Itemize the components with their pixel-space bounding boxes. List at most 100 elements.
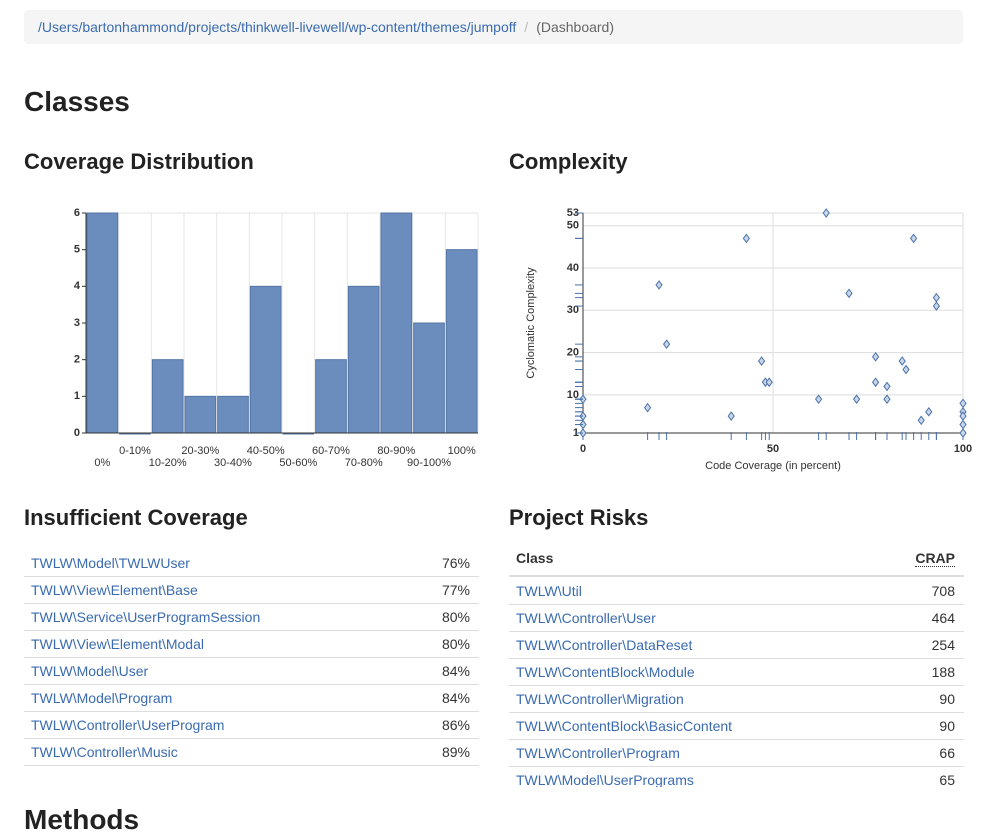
table-row: TWLW\Controller\UserProgram 86% <box>24 711 479 739</box>
point <box>883 394 891 404</box>
point <box>959 398 967 409</box>
breadcrumb-current: (Dashboard) <box>536 19 615 35</box>
class-link[interactable]: TWLW\Controller\Migration <box>516 691 684 707</box>
x-tick-label: 10-20% <box>149 457 187 469</box>
crap-value: 66 <box>939 745 955 761</box>
point <box>871 352 880 362</box>
x-tick-label: 70-80% <box>345 457 383 469</box>
bar <box>413 322 445 434</box>
table-row: TWLW\ContentBlock\Module 188 <box>509 658 964 686</box>
table-row: TWLW\Util 708 <box>509 577 964 605</box>
y-tick-label: 20 <box>567 347 579 359</box>
x-tick-label: 50 <box>767 443 779 455</box>
column-header: CRAP <box>915 550 955 567</box>
breadcrumb-separator: / <box>524 19 529 35</box>
point <box>917 415 925 426</box>
x-tick-label: 0-10% <box>119 445 151 457</box>
bar <box>86 212 119 434</box>
breadcrumb-link[interactable]: /Users/bartonhammond/projects/thinkwell-… <box>38 19 517 35</box>
class-link[interactable]: TWLW\Controller\UserProgram <box>31 717 225 733</box>
coverage-value: 89% <box>441 744 470 760</box>
table-row: TWLW\Controller\Program 66 <box>509 739 964 767</box>
class-link[interactable]: TWLW\ContentBlock\Module <box>516 664 695 680</box>
bar <box>315 359 347 434</box>
y-tick-label: 4 <box>74 280 81 292</box>
class-link[interactable]: TWLW\View\Element\Base <box>31 582 198 598</box>
class-link[interactable]: TWLW\Controller\Program <box>516 745 680 761</box>
point <box>898 356 906 366</box>
x-tick-label: 50-60% <box>279 457 317 469</box>
point <box>742 233 751 244</box>
bar <box>249 285 282 434</box>
table-header: Class CRAP <box>509 544 964 577</box>
point <box>909 233 918 244</box>
point <box>662 339 671 349</box>
point <box>902 364 910 375</box>
class-link[interactable]: TWLW\Service\UserProgramSession <box>31 609 261 625</box>
class-link[interactable]: TWLW\ContentBlock\BasicContent <box>516 718 733 734</box>
table-row: TWLW\Controller\DataReset 254 <box>509 631 964 659</box>
y-tick-label: 40 <box>567 262 579 274</box>
table-row: TWLW\Model\Program 84% <box>24 684 479 712</box>
y-tick-label: 3 <box>74 317 80 329</box>
class-link[interactable]: TWLW\Model\Program <box>31 690 173 706</box>
y-tick-label: 6 <box>74 207 80 219</box>
crap-value: 464 <box>931 610 955 626</box>
point <box>814 394 823 404</box>
class-link[interactable]: TWLW\Controller\User <box>516 610 656 626</box>
x-tick-label: 0 <box>580 443 586 455</box>
bar <box>380 212 413 434</box>
bar <box>217 395 249 434</box>
x-axis-label: Code Coverage (in percent) <box>705 460 841 472</box>
point <box>822 208 830 218</box>
point <box>871 377 880 388</box>
point <box>655 280 663 290</box>
y-tick-label: 10 <box>567 389 579 401</box>
point <box>765 377 773 388</box>
coverage-table: TWLW\Model\TWLWUser 76% TWLW\View\Element\… <box>24 540 479 766</box>
point <box>932 301 941 311</box>
class-link[interactable]: TWLW\Controller\Music <box>31 744 178 760</box>
point <box>727 411 735 421</box>
class-link[interactable]: TWLW\Model\TWLWUser <box>31 555 190 571</box>
table-row: TWLW\Model\UserPrograms 65 <box>509 766 964 787</box>
y-tick-label: 50 <box>567 220 579 232</box>
crap-value: 254 <box>931 637 955 653</box>
y-tick-label: 30 <box>567 304 579 316</box>
risks-table: Class CRAP TWLW\Util 708 TWLW\Controller\Use… <box>509 544 964 787</box>
point <box>959 419 967 430</box>
x-tick-label: 100 <box>954 443 972 455</box>
x-tick-label: 80-90% <box>377 445 415 457</box>
crap-value: 65 <box>939 772 955 787</box>
table-row: TWLW\Controller\Music 89% <box>24 738 479 766</box>
column-header: Class <box>516 550 554 566</box>
table-row: TWLW\Model\TWLWUser 76% <box>24 549 479 577</box>
crap-value: 188 <box>931 664 955 680</box>
x-tick-label: 90-100% <box>407 457 451 469</box>
histogram: 0 1 2 3 4 5 6 0% 0-10%10-20%20-30%30-40%40-50%50… <box>74 207 479 469</box>
class-link[interactable]: TWLW\Controller\DataReset <box>516 637 693 653</box>
crap-value: 90 <box>939 718 955 734</box>
breadcrumb: /Users/bartonhammond/projects/thinkwell-… <box>24 10 963 44</box>
bar <box>445 249 478 434</box>
y-tick-label: 5 <box>74 244 80 256</box>
table-row: TWLW\Service\UserProgramSession 80% <box>24 603 479 631</box>
point <box>845 288 853 299</box>
y-tick-label: 53 <box>567 207 579 219</box>
crap-value: 90 <box>939 691 955 707</box>
class-link[interactable]: TWLW\Model\UserPrograms <box>516 772 694 787</box>
point <box>757 356 766 366</box>
coverage-value: 84% <box>441 663 470 679</box>
point <box>932 292 941 303</box>
table-row: TWLW\Model\User 84% <box>24 657 479 685</box>
class-link[interactable]: TWLW\Model\User <box>31 663 149 679</box>
table-title: Insufficient Coverage <box>24 505 248 530</box>
bar <box>151 359 184 434</box>
class-link[interactable]: TWLW\View\Element\Modal <box>31 636 204 652</box>
x-tick-label: 100% <box>448 445 476 457</box>
class-link[interactable]: TWLW\Util <box>516 583 582 599</box>
y-tick-label: 1 <box>74 390 80 402</box>
y-tick-label: 2 <box>74 354 80 366</box>
